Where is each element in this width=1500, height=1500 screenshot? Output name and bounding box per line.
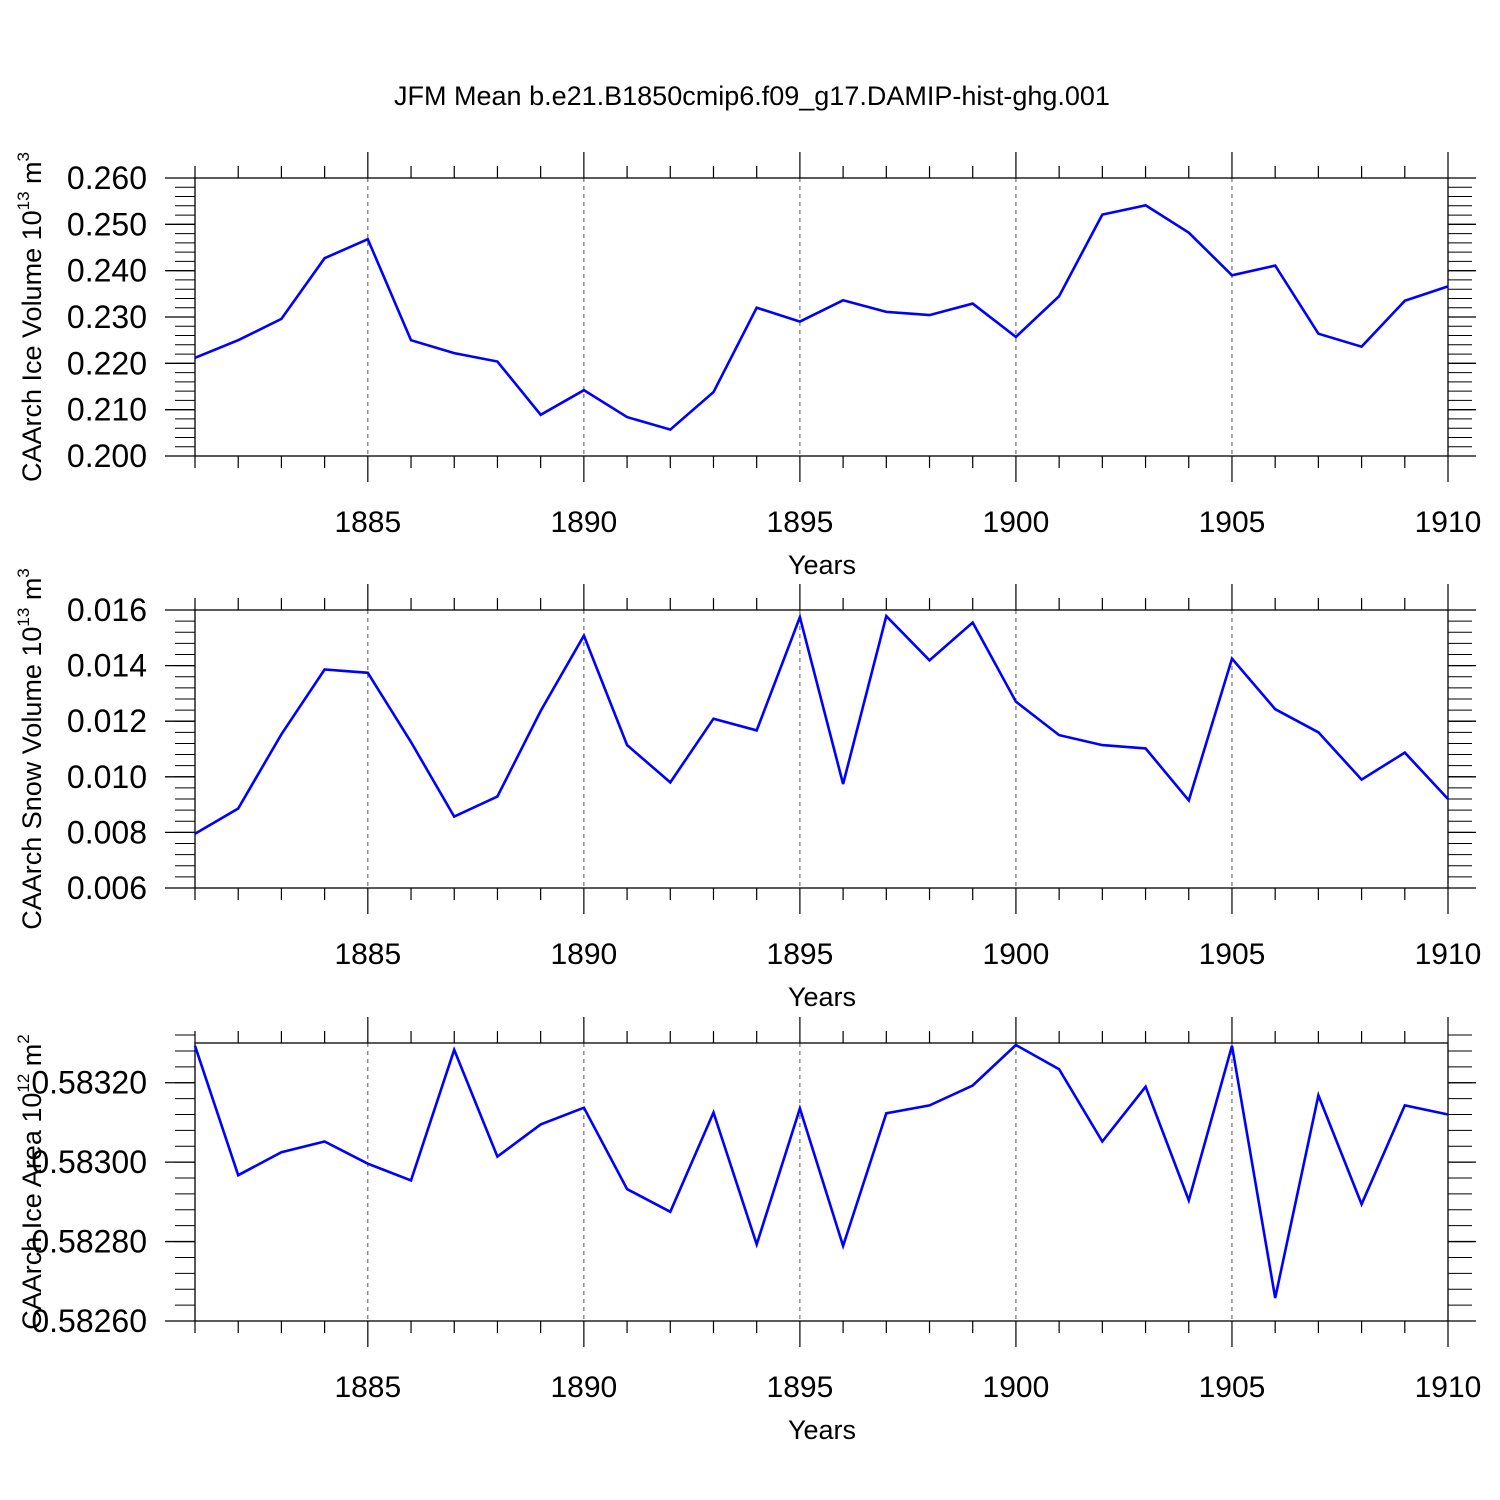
- chart-title: JFM Mean b.e21.B1850cmip6.f09_g17.DAMIP-…: [394, 81, 1110, 111]
- plot-frame: [194, 177, 1449, 457]
- x-tick-label: 1895: [767, 1371, 834, 1404]
- y-tick-label: 0.012: [67, 703, 147, 739]
- y-tick-label: 0.58300: [31, 1144, 147, 1180]
- plot-frame: [194, 609, 1449, 889]
- x-tick-label: 1900: [983, 506, 1050, 539]
- x-tick-label: 1890: [550, 1371, 617, 1404]
- y-tick-label: 0.240: [67, 253, 147, 289]
- x-tick-label: 1890: [550, 506, 617, 539]
- chart-panel-2: 0.006 0.008 0.010 0.012 0.014 0.016 1885 1890 18…: [14, 568, 1481, 1012]
- plot-frame: [194, 1042, 1449, 1322]
- y-tick-label: 0.200: [67, 438, 147, 474]
- y-axis-title: CAArch Snow Volume 1013 m3: [14, 568, 47, 930]
- x-axis-title: Years: [788, 550, 856, 580]
- x-axis-title: Years: [788, 1415, 856, 1445]
- data-series-line: [194, 203, 1449, 432]
- y-tick-label: 0.58260: [31, 1303, 147, 1339]
- x-tick-label: 1910: [1415, 938, 1482, 971]
- x-tick-label: 1895: [767, 506, 834, 539]
- x-tick-label: 1910: [1415, 506, 1482, 539]
- x-tick-label: 1905: [1199, 1371, 1266, 1404]
- y-tick-label: 0.014: [67, 648, 147, 684]
- y-tick-label: 0.210: [67, 392, 147, 428]
- y-tick-label: 0.250: [67, 206, 147, 242]
- x-tick-label: 1885: [334, 938, 401, 971]
- x-tick-label: 1885: [334, 506, 401, 539]
- y-tick-label: 0.58320: [31, 1065, 147, 1101]
- x-tick-label: 1885: [334, 1371, 401, 1404]
- x-tick-label: 1900: [983, 1371, 1050, 1404]
- y-tick-label: 0.58280: [31, 1224, 147, 1260]
- x-tick-label: 1890: [550, 938, 617, 971]
- x-tick-label: 1900: [983, 938, 1050, 971]
- x-axis-title: Years: [788, 982, 856, 1012]
- y-axis-title: CAArch Ice Area 1012 m2: [14, 1034, 47, 1330]
- chart-panel-3: 0.58260 0.58280 0.58300 0.58320 1885 1890 1895…: [14, 1017, 1481, 1445]
- y-tick-label: 0.220: [67, 345, 147, 381]
- data-series-line: [194, 612, 1449, 835]
- x-tick-label: 1905: [1199, 506, 1266, 539]
- y-tick-label: 0.260: [67, 160, 147, 196]
- data-series-line: [193, 1043, 1449, 1299]
- y-tick-label: 0.016: [67, 592, 147, 628]
- x-tick-label: 1910: [1415, 1371, 1482, 1404]
- x-tick-label: 1905: [1199, 938, 1266, 971]
- y-tick-label: 0.006: [67, 870, 147, 906]
- chart-panel-1: 0.200 0.210 0.220 0.230 0.240 0.250 0.260 1885 1…: [14, 152, 1481, 580]
- y-tick-label: 0.010: [67, 759, 147, 795]
- y-tick-label: 0.230: [67, 299, 147, 335]
- x-tick-label: 1895: [767, 938, 834, 971]
- y-axis-title: CAArch Ice Volume 1013 m3: [14, 152, 47, 482]
- y-tick-label: 0.008: [67, 814, 147, 850]
